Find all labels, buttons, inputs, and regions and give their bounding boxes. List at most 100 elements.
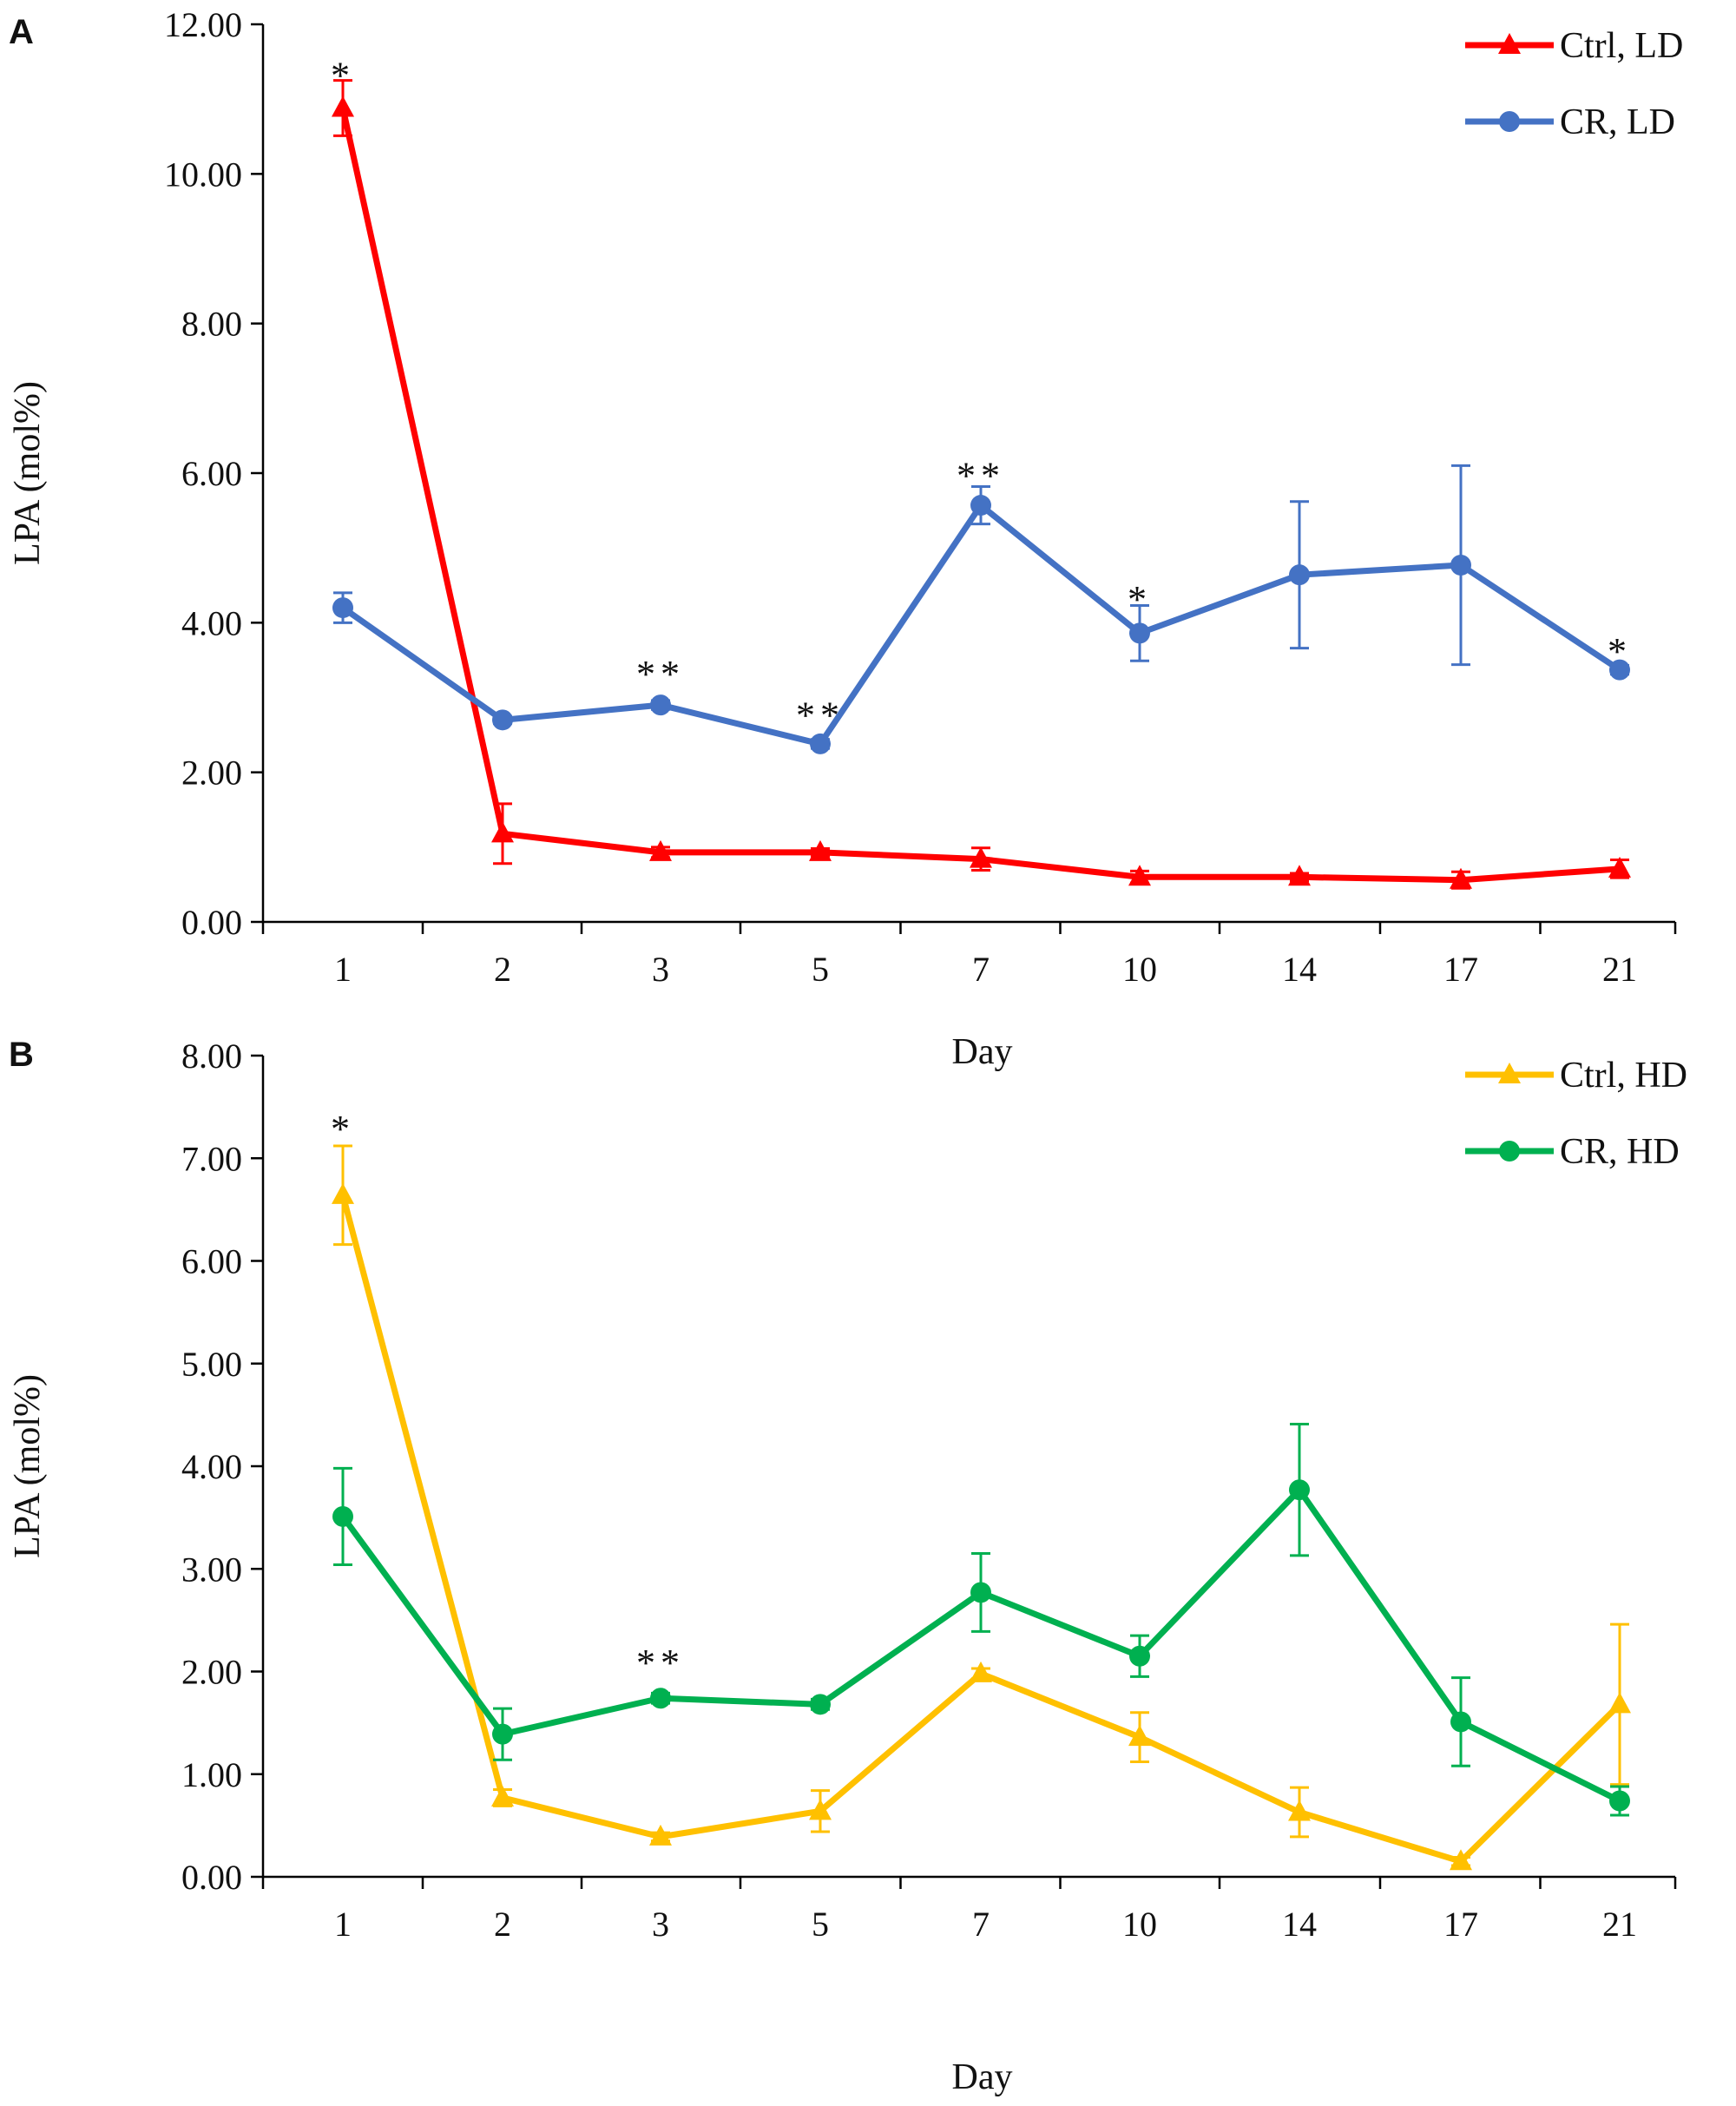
x-tick-label: 3 bbox=[652, 1905, 669, 1944]
data-point bbox=[649, 839, 672, 861]
x-tick-label: 14 bbox=[1282, 950, 1317, 989]
data-point bbox=[1609, 1790, 1630, 1812]
data-point bbox=[332, 95, 354, 117]
x-tick-label: 10 bbox=[1122, 950, 1157, 989]
x-tick-label: 17 bbox=[1443, 1905, 1478, 1944]
x-axis-title: Day bbox=[952, 2057, 1013, 2097]
x-tick-label: 21 bbox=[1602, 950, 1637, 989]
series-line bbox=[340, 502, 1621, 747]
panel-a-chart: A 0.00 2.00 4.00 6.00 8.00 10.00 12.00 1 2 3 5 7 10 14… bbox=[8, 5, 1683, 1072]
data-point bbox=[1609, 659, 1630, 681]
legend-swatch-marker bbox=[1499, 111, 1520, 132]
x-tick-label: 10 bbox=[1122, 1905, 1157, 1944]
y-tick-label: 4.00 bbox=[181, 1447, 242, 1486]
y-tick-label: 0.00 bbox=[181, 1858, 242, 1897]
data-point bbox=[649, 1824, 672, 1846]
panel-letter: B bbox=[9, 1036, 34, 1074]
y-tick-label: 1.00 bbox=[181, 1755, 242, 1794]
legend-label: Ctrl, HD bbox=[1560, 1056, 1687, 1096]
series-ctrl-hd bbox=[332, 1144, 1631, 1871]
series-ctrl-ld bbox=[332, 79, 1631, 890]
data-point bbox=[1450, 1849, 1472, 1871]
x-tick-label: 2 bbox=[494, 1905, 511, 1944]
data-point bbox=[650, 694, 671, 716]
data-point bbox=[332, 1182, 354, 1204]
data-point bbox=[1128, 1725, 1151, 1747]
legend-label: CR, HD bbox=[1560, 1132, 1680, 1172]
series-line bbox=[340, 1486, 1621, 1804]
y-tick-label: 0.00 bbox=[181, 903, 242, 942]
y-tick-label: 10.00 bbox=[164, 155, 242, 194]
x-tick-label: 14 bbox=[1282, 1905, 1317, 1944]
data-point bbox=[491, 821, 514, 843]
significance-marker: ** bbox=[957, 455, 1005, 497]
significance-marker: ** bbox=[636, 1642, 685, 1684]
x-tick-label: 21 bbox=[1602, 1905, 1637, 1944]
x-axis-title: Day bbox=[952, 1032, 1013, 1072]
significance-marker: * bbox=[1128, 578, 1152, 621]
data-point bbox=[1450, 1711, 1471, 1733]
y-tick-label: 4.00 bbox=[181, 603, 242, 642]
data-point bbox=[1129, 1645, 1150, 1667]
data-point bbox=[1289, 1479, 1310, 1501]
data-point bbox=[970, 846, 992, 868]
data-point bbox=[970, 1582, 991, 1603]
legend-swatch-marker bbox=[1498, 33, 1521, 54]
x-tick-label: 7 bbox=[972, 950, 990, 989]
panel-letter: A bbox=[9, 13, 34, 51]
y-tick-label: 12.00 bbox=[164, 5, 242, 44]
x-tick-label: 1 bbox=[334, 950, 352, 989]
x-tick-label: 17 bbox=[1443, 950, 1478, 989]
y-tick-label: 3.00 bbox=[181, 1550, 242, 1589]
legend-swatch-marker bbox=[1499, 1141, 1520, 1162]
y-axis-title: LPA (mol%) bbox=[8, 1374, 48, 1558]
x-tick-label: 3 bbox=[652, 950, 669, 989]
data-point bbox=[810, 1694, 831, 1715]
x-tick-label: 5 bbox=[812, 950, 829, 989]
y-tick-label: 5.00 bbox=[181, 1345, 242, 1384]
x-tick-label: 1 bbox=[334, 1905, 352, 1944]
legend-swatch-marker bbox=[1498, 1063, 1521, 1083]
x-tick-label: 7 bbox=[972, 1905, 990, 1944]
data-point bbox=[810, 733, 831, 754]
data-point bbox=[492, 1723, 513, 1745]
x-tick-label: 5 bbox=[812, 1905, 829, 1944]
data-point bbox=[1288, 1800, 1311, 1821]
y-tick-label: 2.00 bbox=[181, 754, 242, 793]
y-tick-label: 2.00 bbox=[181, 1653, 242, 1692]
data-point bbox=[1289, 564, 1310, 586]
series-line bbox=[339, 1194, 1622, 1865]
y-tick-label: 6.00 bbox=[181, 454, 242, 493]
y-tick-label: 8.00 bbox=[181, 305, 242, 344]
data-point bbox=[332, 597, 353, 619]
data-point bbox=[970, 1661, 992, 1682]
significance-marker: * bbox=[1608, 630, 1632, 673]
data-point bbox=[492, 709, 513, 731]
legend-label: CR, LD bbox=[1560, 102, 1675, 142]
y-tick-label: 8.00 bbox=[181, 1037, 242, 1076]
data-point bbox=[1128, 865, 1151, 886]
data-point bbox=[1608, 1692, 1631, 1714]
data-point bbox=[1129, 622, 1150, 644]
data-point bbox=[1450, 867, 1472, 889]
data-point bbox=[1608, 856, 1631, 878]
y-tick-label: 6.00 bbox=[181, 1242, 242, 1281]
data-point bbox=[1288, 865, 1311, 886]
significance-marker: ** bbox=[796, 694, 845, 736]
series-cr-hd bbox=[332, 1423, 1630, 1817]
data-point bbox=[650, 1688, 671, 1709]
significance-marker: * bbox=[331, 55, 355, 97]
y-tick-label: 7.00 bbox=[181, 1139, 242, 1178]
significance-marker: * bbox=[331, 1108, 355, 1150]
y-axis-title: LPA (mol%) bbox=[8, 381, 48, 565]
data-point bbox=[332, 1505, 353, 1527]
x-tick-label: 2 bbox=[494, 950, 511, 989]
legend-label: Ctrl, LD bbox=[1560, 26, 1683, 66]
data-point bbox=[1450, 554, 1471, 576]
significance-marker: ** bbox=[636, 653, 685, 695]
data-point bbox=[970, 495, 991, 517]
panel-b-chart: B 0.00 1.00 2.00 3.00 4.00 5.00 6.00 7.00 8.00 1 2 3… bbox=[8, 1036, 1687, 2097]
data-point bbox=[809, 839, 832, 861]
data-point bbox=[491, 1785, 514, 1807]
